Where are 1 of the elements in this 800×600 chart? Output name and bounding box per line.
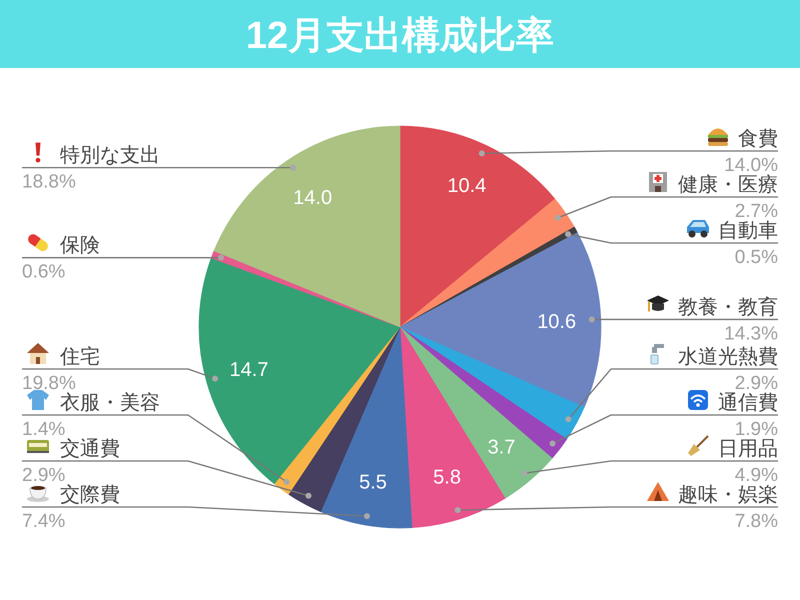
title: 12月支出構成比率 <box>246 15 554 57</box>
